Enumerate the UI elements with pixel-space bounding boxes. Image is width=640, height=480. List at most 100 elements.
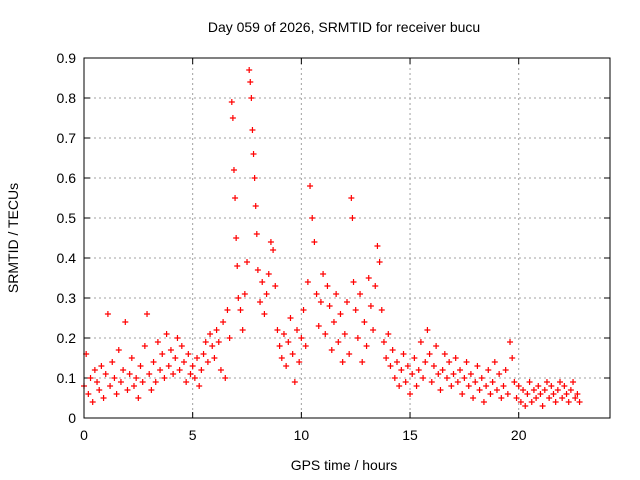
- data-point: [322, 331, 329, 337]
- data-point: [251, 175, 258, 181]
- data-point: [250, 151, 257, 157]
- data-point: [491, 359, 498, 365]
- data-point: [222, 375, 229, 381]
- data-point: [513, 395, 520, 401]
- data-point: [276, 343, 283, 349]
- data-point: [500, 383, 507, 389]
- data-point: [474, 363, 481, 369]
- y-axis-label: SRMTID / TECUs: [5, 183, 21, 293]
- data-point: [176, 367, 183, 373]
- data-point: [215, 339, 222, 345]
- data-point: [159, 351, 166, 357]
- data-point: [207, 331, 214, 337]
- data-point: [128, 355, 135, 361]
- data-point: [476, 387, 483, 393]
- data-point: [380, 339, 387, 345]
- data-point: [211, 355, 218, 361]
- data-point: [428, 379, 435, 385]
- data-point: [559, 395, 566, 401]
- data-point: [148, 387, 155, 393]
- data-point: [335, 339, 342, 345]
- data-point: [111, 375, 118, 381]
- data-point: [439, 367, 446, 373]
- data-point: [172, 355, 179, 361]
- data-point: [267, 239, 274, 245]
- data-point: [554, 387, 561, 393]
- x-tick-label: 10: [294, 427, 310, 443]
- data-point: [552, 399, 559, 405]
- y-tick-label: 0.2: [57, 330, 77, 346]
- data-point: [522, 403, 529, 409]
- data-point: [278, 355, 285, 361]
- data-point: [89, 399, 96, 405]
- data-point: [461, 375, 468, 381]
- data-point: [465, 383, 472, 389]
- data-point: [576, 399, 583, 405]
- data-point: [493, 387, 500, 393]
- data-point: [383, 355, 390, 361]
- data-point: [496, 371, 503, 377]
- data-point: [478, 375, 485, 381]
- data-point: [115, 347, 122, 353]
- data-point: [196, 383, 203, 389]
- data-point: [191, 375, 198, 381]
- data-point: [435, 371, 442, 377]
- data-point: [213, 327, 220, 333]
- x-tick-label: 5: [189, 427, 197, 443]
- data-point: [337, 311, 344, 317]
- data-point: [144, 311, 151, 317]
- data-point: [217, 367, 224, 373]
- data-point: [226, 335, 233, 341]
- data-point: [385, 331, 392, 337]
- data-point: [247, 79, 254, 85]
- data-point: [133, 375, 140, 381]
- data-point: [470, 395, 477, 401]
- data-point: [411, 355, 418, 361]
- data-point: [567, 387, 574, 393]
- x-tick-label: 20: [511, 427, 527, 443]
- data-point: [422, 359, 429, 365]
- data-point: [296, 359, 303, 365]
- data-point: [541, 387, 548, 393]
- data-point: [378, 307, 385, 313]
- data-point: [457, 367, 464, 373]
- data-point: [348, 195, 355, 201]
- data-point: [413, 383, 420, 389]
- data-point: [426, 351, 433, 357]
- data-point: [313, 291, 320, 297]
- data-point: [87, 375, 94, 381]
- data-point: [287, 315, 294, 321]
- data-point: [253, 231, 260, 237]
- data-point: [430, 363, 437, 369]
- x-tick-label: 15: [402, 427, 418, 443]
- data-point: [102, 371, 109, 377]
- data-point: [200, 351, 207, 357]
- data-point: [96, 387, 103, 393]
- data-point: [467, 371, 474, 377]
- data-point: [463, 359, 470, 365]
- data-point: [170, 371, 177, 377]
- data-point: [333, 291, 340, 297]
- data-point: [393, 359, 400, 365]
- data-point: [328, 347, 335, 353]
- data-point: [259, 279, 266, 285]
- data-point: [298, 335, 305, 341]
- data-point: [357, 291, 364, 297]
- data-point: [113, 391, 120, 397]
- data-point: [561, 383, 568, 389]
- data-point: [270, 247, 277, 253]
- data-point: [204, 359, 211, 365]
- data-point: [239, 327, 246, 333]
- grid-lines: [84, 58, 610, 418]
- data-point: [139, 379, 146, 385]
- data-point: [504, 391, 511, 397]
- data-point: [346, 351, 353, 357]
- data-point: [565, 399, 572, 405]
- data-point: [341, 331, 348, 337]
- data-point: [359, 359, 366, 365]
- data-point: [528, 399, 535, 405]
- data-point: [452, 355, 459, 361]
- data-point: [146, 371, 153, 377]
- data-point: [274, 327, 281, 333]
- data-point: [515, 383, 522, 389]
